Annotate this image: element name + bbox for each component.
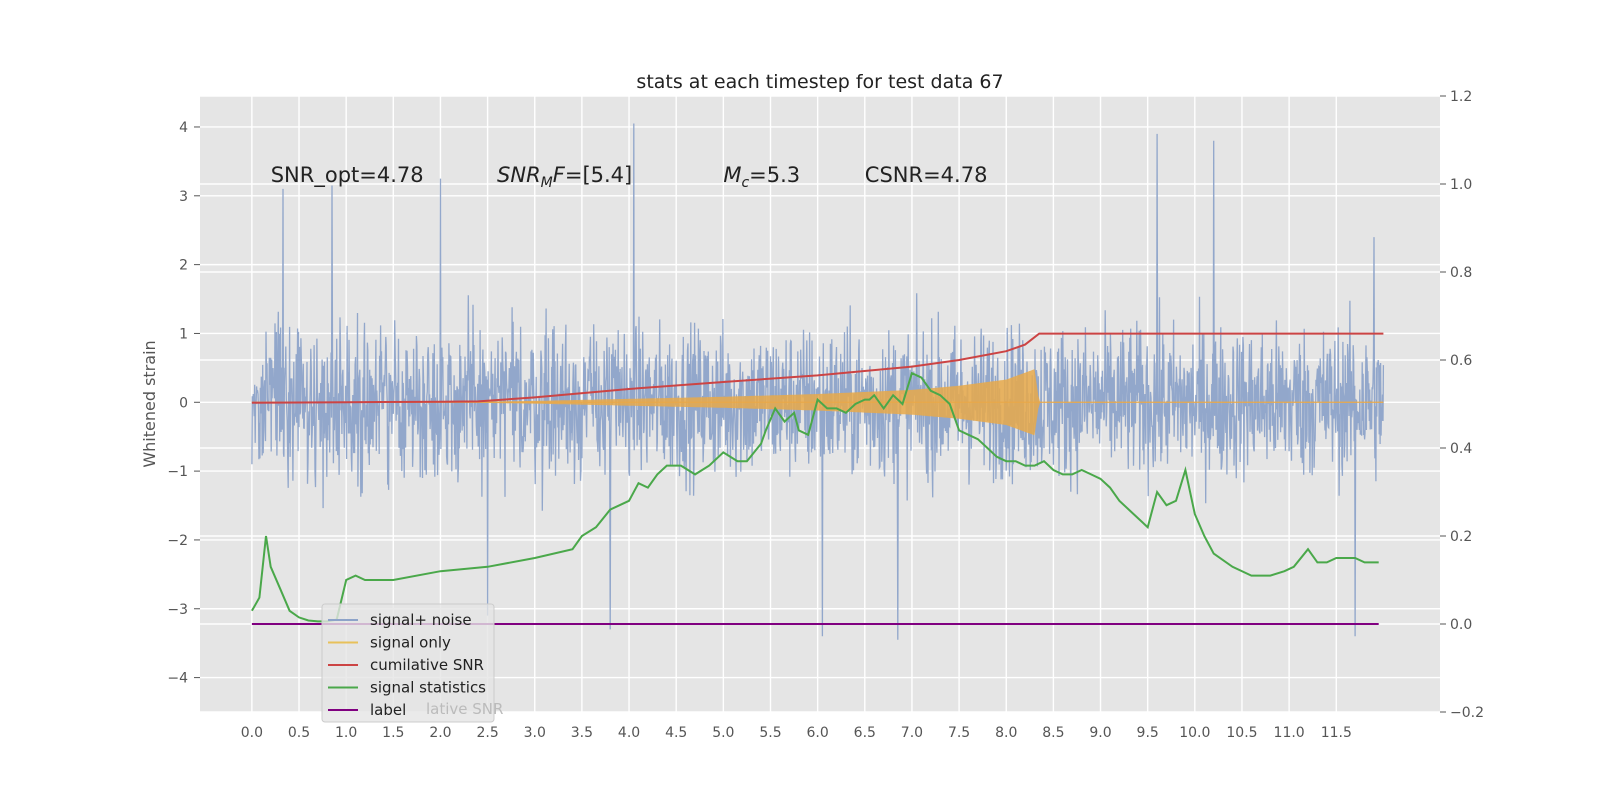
legend-label: signal only: [370, 634, 451, 652]
y2-tick-label: 0.6: [1450, 353, 1472, 369]
x-tick-label: 10.5: [1226, 725, 1257, 741]
x-tick-label: 3.5: [571, 725, 593, 741]
legend-box: [321, 603, 495, 723]
signal-noise-line: [251, 123, 1385, 640]
y-tick-label: 3: [179, 189, 188, 205]
legend-label: label: [370, 701, 406, 719]
x-tick-label: 11.5: [1321, 725, 1352, 741]
signal-statistics-line: [251, 371, 1379, 623]
x-tick-label: 9.0: [1089, 725, 1111, 741]
x-tick-label: 0.5: [288, 725, 310, 741]
annotation-text: SNR_opt=4.78: [271, 163, 424, 188]
x-tick-label: 6.0: [807, 725, 829, 741]
y-tick-label: −3: [167, 602, 188, 618]
x-tick-label: 1.5: [382, 725, 404, 741]
signal-statistics-series: [251, 371, 1379, 623]
y-tick-label: −1: [167, 464, 188, 480]
x-tick-label: 5.5: [759, 725, 781, 741]
y2-tick-label: 1.2: [1450, 89, 1472, 105]
x-tick-label: 4.5: [665, 725, 687, 741]
legend-label: signal+ noise: [370, 611, 472, 629]
x-tick-label: 2.5: [476, 725, 498, 741]
y-tick-label: −4: [167, 671, 188, 687]
annotation-text: CSNR=4.78: [865, 163, 988, 187]
annotation-text: SNRMF=[5.4]: [497, 163, 632, 191]
x-tick-label: 8.0: [995, 725, 1017, 741]
y-tick-label: 4: [179, 120, 188, 136]
y2-tick-label: 1.0: [1450, 177, 1472, 193]
legend-label: signal statistics: [370, 679, 486, 697]
y-axis-right: 1.2 1.0 0.8 0.6 0.4 0.2 0.0 −0.2: [1440, 89, 1484, 721]
y-axis-left: 4 3 2 1 0 −1 −2 −3 −4: [167, 120, 200, 687]
x-tick-label: 6.5: [854, 725, 876, 741]
x-axis: 0.0 0.5 1.0 1.5 2.0 2.5 3.0 3.5 4.0 4.5 5.0 5.5 6.0 6…: [241, 725, 1352, 741]
y2-tick-label: 0.2: [1450, 529, 1472, 545]
y2-tick-label: 0.4: [1450, 441, 1472, 457]
x-tick-label: 2.0: [429, 725, 451, 741]
annotation-text: Mc=5.3: [723, 163, 800, 191]
annotations: SNR_opt=4.78 SNRMF=[5.4] Mc=5.3 CSNR=4.78: [271, 163, 988, 191]
legend: lative SNR signal+ noise signal only cumila…: [321, 603, 503, 723]
x-tick-label: 4.0: [618, 725, 640, 741]
x-tick-label: 9.5: [1137, 725, 1159, 741]
legend-overlap-text: lative SNR: [426, 700, 503, 718]
x-tick-label: 7.5: [948, 725, 970, 741]
x-tick-label: 5.0: [712, 725, 734, 741]
y-tick-label: 0: [179, 395, 188, 411]
y-tick-label: 1: [179, 326, 188, 342]
y-tick-label: 2: [179, 258, 188, 274]
y2-tick-label: 0.8: [1450, 265, 1472, 281]
x-tick-label: 3.0: [524, 725, 546, 741]
legend-label: cumilative SNR: [370, 656, 484, 674]
y2-tick-label: −0.2: [1450, 705, 1484, 721]
x-tick-label: 8.5: [1042, 725, 1064, 741]
signal-noise-series: [251, 123, 1385, 640]
x-tick-label: 7.0: [901, 725, 923, 741]
cumilative-snr-line: [251, 332, 1384, 404]
y-axis-label: Whitened strain: [140, 340, 159, 467]
x-tick-label: 1.0: [335, 725, 357, 741]
y-tick-label: −2: [167, 533, 188, 549]
x-tick-label: 10.0: [1179, 725, 1210, 741]
x-tick-label: 0.0: [241, 725, 263, 741]
y2-tick-label: 0.0: [1450, 617, 1472, 633]
chart-title: stats at each timestep for test data 67: [636, 71, 1003, 93]
x-tick-label: 11.0: [1274, 725, 1305, 741]
cumilative-snr-series: [251, 332, 1384, 404]
